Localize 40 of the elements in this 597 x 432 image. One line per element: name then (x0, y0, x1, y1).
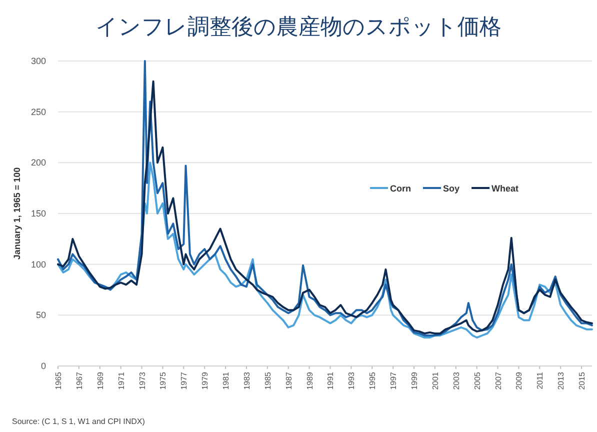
y-tick-label: 0 (40, 361, 46, 371)
x-tick-label: 1991 (326, 371, 336, 390)
x-tick-label: 2001 (430, 371, 440, 390)
x-tick-label: 2011 (536, 371, 545, 390)
x-tick-label: 1987 (284, 371, 294, 390)
x-tick-label: 1971 (116, 371, 126, 390)
y-tick-label: 100 (30, 259, 46, 270)
x-tick-label: 1965 (54, 371, 63, 390)
y-tick-label: 250 (30, 106, 46, 117)
x-tick-label: 1997 (389, 371, 398, 390)
x-tick-label: 2007 (494, 371, 503, 390)
legend-label: Soy (443, 184, 460, 194)
x-tick-label: 1979 (200, 371, 210, 390)
y-tick-label: 300 (30, 56, 46, 66)
x-tick-label: 2009 (514, 371, 524, 390)
x-tick-label: 1993 (347, 371, 356, 390)
y-axis-title: January 1, 1965 = 100 (12, 167, 22, 260)
x-tick-label: 2013 (556, 371, 566, 390)
y-tick-label: 200 (30, 158, 46, 168)
y-tick-label: 150 (30, 208, 46, 218)
chart-title: インフレ調整後の農産物のスポット価格 (96, 14, 502, 39)
legend-label: Corn (390, 184, 411, 194)
x-tick-label: 1975 (158, 371, 168, 390)
x-tick-label: 1983 (242, 371, 252, 390)
x-tick-label: 2015 (578, 371, 587, 390)
legend-label: Wheat (492, 184, 519, 194)
x-tick-label: 1967 (74, 371, 84, 390)
line-series (57, 162, 593, 339)
x-tick-label: 1981 (222, 371, 231, 390)
x-tick-label: 1977 (180, 371, 189, 390)
x-tick-label: 2005 (472, 371, 482, 390)
x-tick-label: 2003 (452, 371, 461, 390)
x-tick-label: 1995 (368, 371, 378, 390)
x-tick-label: 1985 (263, 371, 272, 390)
x-tick-label: 1973 (138, 371, 147, 390)
x-tick-label: 1999 (410, 371, 419, 390)
source-note: Source: (C 1, S 1, W1 and CPI INDX) (12, 417, 146, 426)
x-tick-label: 1969 (96, 371, 105, 390)
y-tick-label: 50 (36, 310, 46, 320)
x-tick-label: 1989 (305, 371, 314, 390)
